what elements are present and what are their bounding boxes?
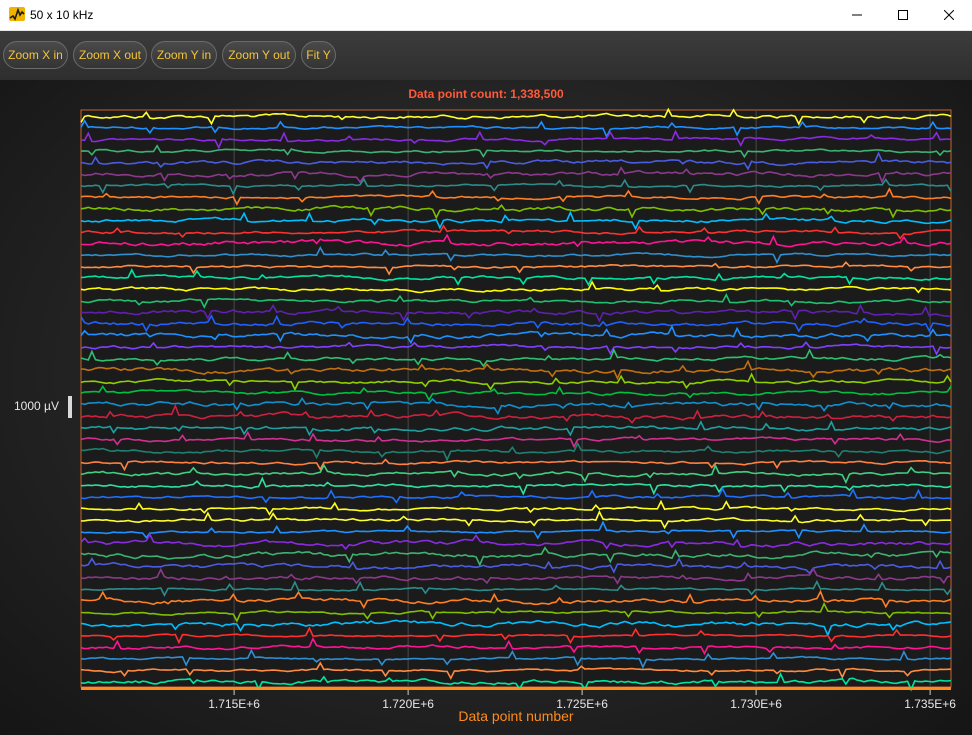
channel-trace-43 xyxy=(80,589,952,610)
channel-trace-25 xyxy=(80,385,952,402)
channel-trace-13 xyxy=(80,245,952,265)
toolbar: Zoom X in Zoom X out Zoom Y in Zoom Y ou… xyxy=(0,31,972,80)
close-button[interactable] xyxy=(926,0,972,30)
zoom-x-in-button[interactable]: Zoom X in xyxy=(3,41,68,69)
channel-trace-8 xyxy=(80,187,952,206)
channel-trace-22 xyxy=(80,348,952,368)
zoom-x-out-button[interactable]: Zoom X out xyxy=(73,41,147,69)
channel-trace-26 xyxy=(80,396,952,416)
fit-y-button[interactable]: Fit Y xyxy=(301,41,336,69)
channel-trace-21 xyxy=(80,341,952,356)
app-logo-icon xyxy=(9,7,25,21)
channel-trace-50 xyxy=(80,672,952,692)
channel-trace-41 xyxy=(80,567,952,585)
channel-trace-35 xyxy=(80,499,952,516)
x-tick-label-1: 1.720E+6 xyxy=(382,697,434,711)
channel-trace-1 xyxy=(80,107,952,126)
channel-trace-27 xyxy=(80,403,952,424)
x-tick-label-0: 1.715E+6 xyxy=(208,697,260,711)
signal-chart[interactable]: 1.715E+6 1.720E+6 1.725E+6 1.730E+6 1.735E+6 xyxy=(0,80,972,735)
channel-trace-39 xyxy=(80,546,952,567)
x-tick-label-3: 1.730E+6 xyxy=(730,697,782,711)
channel-trace-4 xyxy=(80,144,952,159)
x-tick-label-2: 1.725E+6 xyxy=(556,697,608,711)
channel-trace-19 xyxy=(80,314,952,333)
x-axis-label: Data point number xyxy=(458,708,574,724)
channel-trace-18 xyxy=(80,303,952,323)
minimize-button[interactable] xyxy=(834,0,880,30)
channel-trace-15 xyxy=(80,268,952,287)
channel-trace-29 xyxy=(80,430,952,449)
channel-trace-44 xyxy=(80,601,952,623)
channel-trace-46 xyxy=(80,626,952,645)
channel-trace-28 xyxy=(80,420,952,437)
channel-trace-16 xyxy=(80,280,952,294)
channel-trace-36 xyxy=(80,509,951,530)
window-title: 50 x 10 kHz xyxy=(30,8,94,22)
channel-trace-23 xyxy=(80,359,952,381)
channel-trace-24 xyxy=(80,372,952,392)
channel-trace-30 xyxy=(80,441,952,462)
close-icon xyxy=(944,10,954,20)
channel-trace-20 xyxy=(80,324,952,345)
channel-trace-38 xyxy=(80,532,952,551)
channel-trace-45 xyxy=(80,619,952,638)
channel-trace-14 xyxy=(80,261,952,276)
channel-trace-33 xyxy=(80,476,952,496)
channel-trace-40 xyxy=(80,557,952,575)
chart-title: Data point count: 1,338,500 xyxy=(408,87,564,101)
chart-area[interactable]: 1.715E+6 1.720E+6 1.725E+6 1.730E+6 1.735E+6… xyxy=(0,80,972,735)
channel-trace-49 xyxy=(80,661,952,681)
channel-trace-47 xyxy=(80,636,952,656)
x-tick-label-4: 1.735E+6 xyxy=(904,697,956,711)
channel-trace-5 xyxy=(80,151,952,171)
plot-background xyxy=(80,109,952,688)
channel-trace-7 xyxy=(80,177,952,196)
channel-trace-6 xyxy=(80,166,952,184)
channel-trace-10 xyxy=(80,210,952,231)
channel-trace-17 xyxy=(80,293,951,309)
amplitude-scale-bar[interactable] xyxy=(68,396,72,418)
title-bar: 50 x 10 kHz xyxy=(0,0,972,31)
channel-trace-31 xyxy=(80,458,951,472)
channel-trace-11 xyxy=(80,224,952,240)
zoom-y-out-button[interactable]: Zoom Y out xyxy=(222,41,296,69)
x-axis-line xyxy=(81,687,951,690)
channel-trace-34 xyxy=(80,486,952,504)
maximize-icon xyxy=(898,10,908,20)
minimize-icon xyxy=(852,14,862,16)
channel-trace-2 xyxy=(80,119,952,139)
maximize-button[interactable] xyxy=(880,0,926,30)
zoom-y-in-button[interactable]: Zoom Y in xyxy=(151,41,217,69)
channel-trace-12 xyxy=(80,233,952,248)
channel-trace-42 xyxy=(80,579,952,597)
channel-trace-37 xyxy=(80,520,952,540)
amplitude-scale-label: 1000 µV xyxy=(14,399,59,413)
channel-trace-32 xyxy=(80,463,952,485)
channel-trace-3 xyxy=(80,129,952,150)
channel-trace-48 xyxy=(80,648,952,670)
channel-trace-9 xyxy=(80,204,952,220)
